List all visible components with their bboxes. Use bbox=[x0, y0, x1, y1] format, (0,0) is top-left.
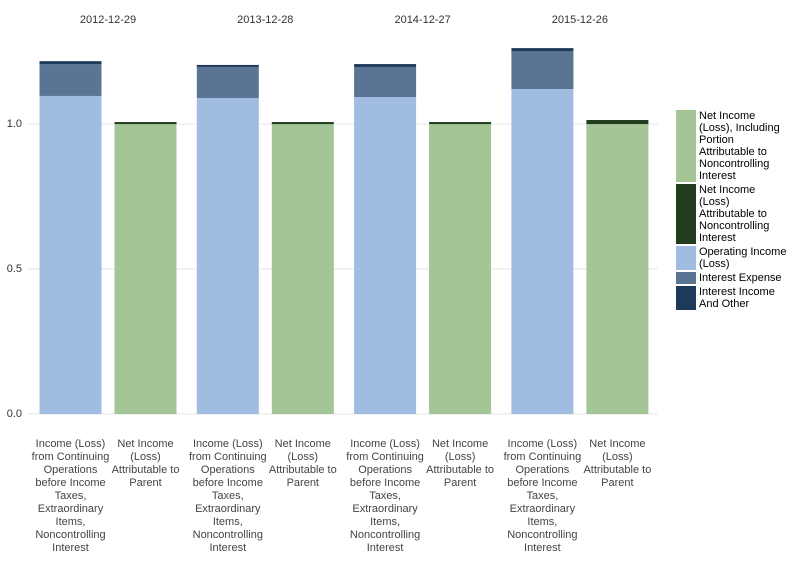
legend-label: Interest Income And Other bbox=[699, 286, 775, 310]
bar-segment bbox=[354, 64, 417, 67]
bar-segment bbox=[511, 88, 574, 415]
facet-title: 2014-12-27 bbox=[394, 14, 450, 26]
bar-segment bbox=[354, 97, 417, 414]
bar-segment bbox=[354, 66, 417, 98]
bar-segment bbox=[429, 122, 492, 125]
bar-segment bbox=[271, 124, 334, 415]
legend-item: Net Income (Loss), Including Portion Att… bbox=[676, 110, 788, 182]
legend-swatch bbox=[676, 110, 696, 182]
x-tick-label: Income (Loss) from Continuing Operations… bbox=[188, 438, 267, 554]
bar-segment bbox=[196, 97, 259, 414]
bar-segment bbox=[114, 124, 177, 415]
legend-item: Net Income (Loss) Attributable to Noncon… bbox=[676, 184, 788, 244]
x-tick-label: Net Income (Loss) Attributable to Parent bbox=[426, 438, 495, 489]
x-tick-label: Income (Loss) from Continuing Operations… bbox=[346, 438, 424, 554]
facet-title: 2012-12-29 bbox=[80, 14, 136, 26]
facet-title: 2015-12-26 bbox=[552, 14, 608, 26]
bar-segment bbox=[429, 124, 492, 415]
y-tick-label: 1.0 bbox=[7, 118, 22, 130]
bar-segment bbox=[39, 64, 102, 96]
legend-item: Interest Income And Other bbox=[676, 286, 788, 310]
legend: Net Income (Loss), Including Portion Att… bbox=[676, 110, 788, 312]
legend-swatch bbox=[676, 246, 696, 270]
legend-label: Operating Income (Loss) bbox=[699, 246, 787, 270]
bar-segment bbox=[196, 66, 259, 98]
legend-swatch bbox=[676, 184, 696, 244]
bar-segment bbox=[511, 48, 574, 52]
bar-segment bbox=[39, 61, 102, 65]
x-tick-label: Income (Loss) from Continuing Operations… bbox=[31, 438, 110, 554]
bar-segment bbox=[586, 124, 649, 415]
bar-segment bbox=[196, 64, 259, 67]
bar-segment bbox=[511, 51, 574, 89]
facet-title: 2013-12-28 bbox=[237, 14, 293, 26]
legend-label: Net Income (Loss) Attributable to Noncon… bbox=[699, 184, 770, 244]
legend-item: Interest Expense bbox=[676, 272, 788, 284]
legend-swatch bbox=[676, 272, 696, 284]
legend-label: Interest Expense bbox=[699, 272, 782, 284]
y-tick-label: 0.0 bbox=[7, 408, 22, 420]
legend-swatch bbox=[676, 286, 696, 310]
bar-segment bbox=[586, 120, 649, 125]
x-tick-label: Income (Loss) from Continuing Operations… bbox=[503, 438, 582, 554]
bar-segment bbox=[271, 122, 334, 125]
y-tick-label: 0.5 bbox=[7, 263, 22, 275]
x-tick-label: Net Income (Loss) Attributable to Parent bbox=[583, 438, 652, 489]
bar-segment bbox=[114, 122, 177, 125]
x-tick-label: Net Income (Loss) Attributable to Parent bbox=[111, 438, 180, 489]
legend-item: Operating Income (Loss) bbox=[676, 246, 788, 270]
x-tick-label: Net Income (Loss) Attributable to Parent bbox=[268, 438, 337, 489]
bar-segment bbox=[39, 95, 102, 414]
legend-label: Net Income (Loss), Including Portion Att… bbox=[699, 110, 780, 182]
